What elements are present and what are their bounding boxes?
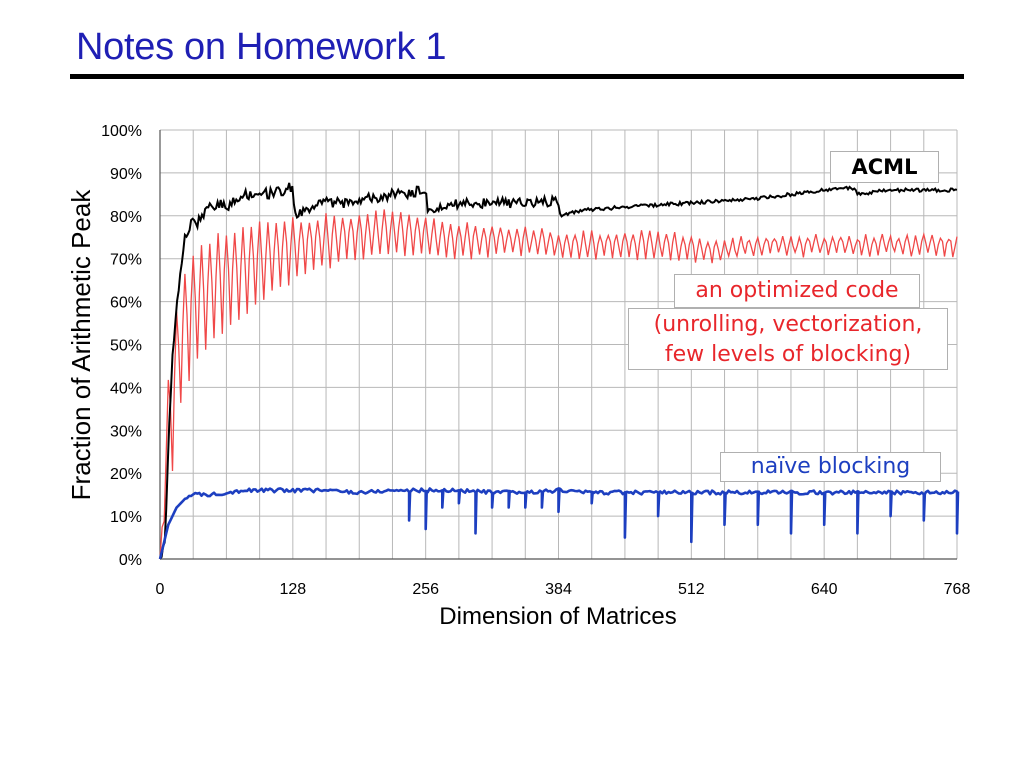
series-optimized-line [159,209,958,560]
x-tick-label: 512 [678,581,705,598]
y-tick-label: 100% [101,123,142,140]
y-tick-label: 70% [110,252,142,269]
y-tick-label: 10% [110,509,142,526]
y-tick-label: 50% [110,338,142,355]
title-rule [70,74,964,79]
y-tick-label: 60% [110,295,142,312]
series-naive-line [158,487,960,560]
chart-tick-labels: 0% 10% 20% 30% 40% 50% 60% 70% 80% 90% 100% 0 128 256… [101,123,970,598]
annotation-optimized-details-line2: few levels of blocking) [664,342,912,367]
x-tick-label: 128 [279,581,306,598]
series-acml-line [159,182,958,560]
x-tick-label: 768 [944,581,971,598]
annotation-optimized-details-line1: (unrolling, vectorization, [653,312,923,337]
annotation-acml: ACML [830,151,939,183]
x-tick-label: 640 [811,581,838,598]
annotation-naive-blocking: naïve blocking [720,452,941,482]
y-tick-label: 20% [110,466,142,483]
x-tick-label: 256 [412,581,439,598]
chart-series [158,182,960,560]
annotation-optimized-code: an optimized code [674,274,920,308]
chart-axes [159,130,957,560]
y-axis-label: Fraction of Arithmetic Peak [66,189,96,501]
x-tick-label: 0 [156,581,165,598]
y-tick-label: 40% [110,380,142,397]
x-axis-label: Dimension of Matrices [439,603,676,630]
y-tick-label: 80% [110,209,142,226]
y-tick-label: 0% [119,552,142,569]
y-tick-label: 30% [110,423,142,440]
y-tick-label: 90% [110,166,142,183]
x-tick-label: 384 [545,581,572,598]
slide-title: Notes on Homework 1 [76,26,447,68]
annotation-optimized-details: (unrolling, vectorization, few levels of… [628,308,948,370]
